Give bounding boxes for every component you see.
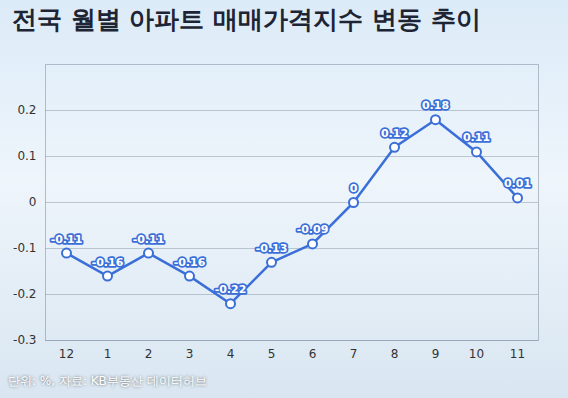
svg-text:11: 11	[510, 347, 525, 361]
svg-text:-0.1: -0.1	[13, 241, 36, 255]
svg-text:-0.09: -0.09	[297, 223, 329, 236]
svg-text:0.1: 0.1	[17, 149, 36, 163]
svg-text:12: 12	[59, 347, 74, 361]
svg-text:-0.11: -0.11	[51, 233, 83, 246]
html-text:전국 월별 아파트 매매가격지수 변동 추이: 전국 월별 아파트 매매가격지수 변동 추이	[12, 5, 481, 34]
svg-text:6: 6	[309, 347, 317, 361]
svg-text:0.2: 0.2	[17, 103, 36, 117]
svg-text:-0.13: -0.13	[256, 242, 288, 255]
svg-text:5: 5	[268, 347, 276, 361]
svg-text:8: 8	[391, 347, 399, 361]
svg-text:0.11: 0.11	[463, 131, 490, 144]
svg-text:-0.16: -0.16	[92, 256, 124, 269]
svg-text:2: 2	[145, 347, 153, 361]
svg-text:4: 4	[227, 347, 235, 361]
svg-text:-0.22: -0.22	[215, 283, 247, 296]
svg-text:-0.3: -0.3	[13, 333, 36, 347]
svg-text:0.18: 0.18	[422, 99, 449, 112]
svg-text:-0.16: -0.16	[174, 256, 206, 269]
svg-text:7: 7	[350, 347, 358, 361]
svg-text:0.12: 0.12	[381, 127, 408, 140]
svg-text:-0.2: -0.2	[13, 287, 36, 301]
html-text:단위: %, 자료: KB부동산 데이터허브: 단위: %, 자료: KB부동산 데이터허브	[8, 374, 207, 388]
svg-text:10: 10	[469, 347, 484, 361]
svg-text:0.01: 0.01	[504, 177, 531, 190]
svg-text:0: 0	[350, 182, 358, 195]
svg-text:1: 1	[104, 347, 112, 361]
svg-text:3: 3	[186, 347, 194, 361]
svg-text:0: 0	[29, 195, 37, 209]
svg-text:-0.11: -0.11	[133, 233, 165, 246]
svg-text:9: 9	[432, 347, 440, 361]
